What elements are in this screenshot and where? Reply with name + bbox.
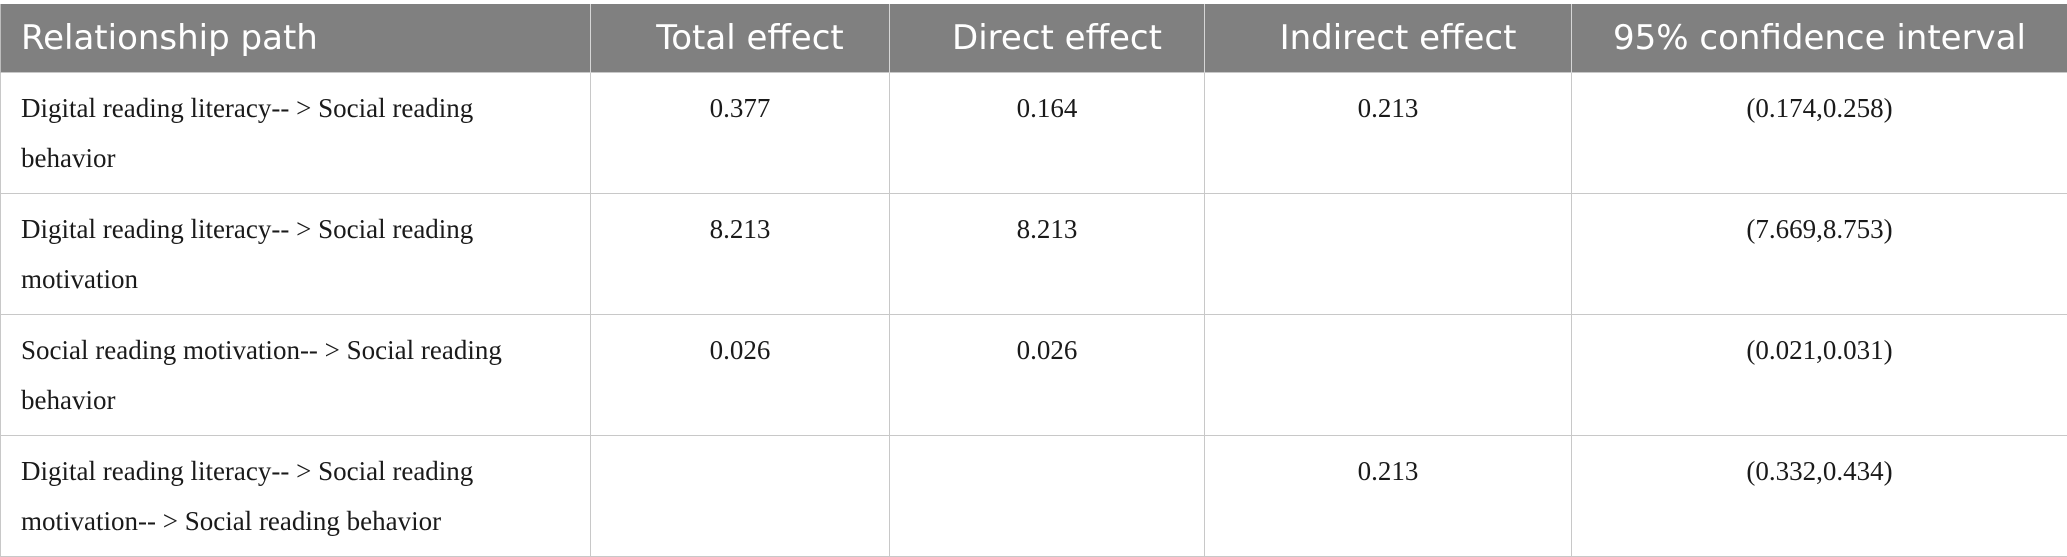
cell-confidence-interval: (0.332,0.434) [1572,436,2067,557]
cell-total-effect: 0.026 [591,315,890,436]
cell-direct-effect [890,436,1205,557]
cell-direct-effect: 0.026 [890,315,1205,436]
header-direct-effect: Direct effect [890,4,1205,73]
cell-total-effect: 0.377 [591,73,890,194]
cell-confidence-interval: (7.669,8.753) [1572,194,2067,315]
cell-relationship-path: Social reading motivation-- > Social rea… [1,315,591,436]
mediation-effects-table: Relationship path Total effect Direct ef… [0,4,2067,557]
header-indirect-effect: Indirect effect [1205,4,1572,73]
cell-total-effect: 8.213 [591,194,890,315]
cell-indirect-effect [1205,315,1572,436]
table-row: Digital reading literacy-- > Social read… [1,73,2067,194]
cell-direct-effect: 8.213 [890,194,1205,315]
effects-table-container: Relationship path Total effect Direct ef… [0,4,2067,557]
cell-confidence-interval: (0.021,0.031) [1572,315,2067,436]
table-row: Social reading motivation-- > Social rea… [1,315,2067,436]
cell-indirect-effect [1205,194,1572,315]
cell-confidence-interval: (0.174,0.258) [1572,73,2067,194]
cell-relationship-path: Digital reading literacy-- > Social read… [1,73,591,194]
header-row: Relationship path Total effect Direct ef… [1,4,2067,73]
cell-relationship-path: Digital reading literacy-- > Social read… [1,194,591,315]
table-row: Digital reading literacy-- > Social read… [1,436,2067,557]
header-relationship-path: Relationship path [1,4,591,73]
table-header: Relationship path Total effect Direct ef… [1,4,2067,73]
header-confidence-interval: 95% confidence interval [1572,4,2067,73]
header-total-effect: Total effect [591,4,890,73]
cell-direct-effect: 0.164 [890,73,1205,194]
cell-total-effect [591,436,890,557]
cell-relationship-path: Digital reading literacy-- > Social read… [1,436,591,557]
cell-indirect-effect: 0.213 [1205,73,1572,194]
cell-indirect-effect: 0.213 [1205,436,1572,557]
table-row: Digital reading literacy-- > Social read… [1,194,2067,315]
table-body: Digital reading literacy-- > Social read… [1,73,2067,557]
